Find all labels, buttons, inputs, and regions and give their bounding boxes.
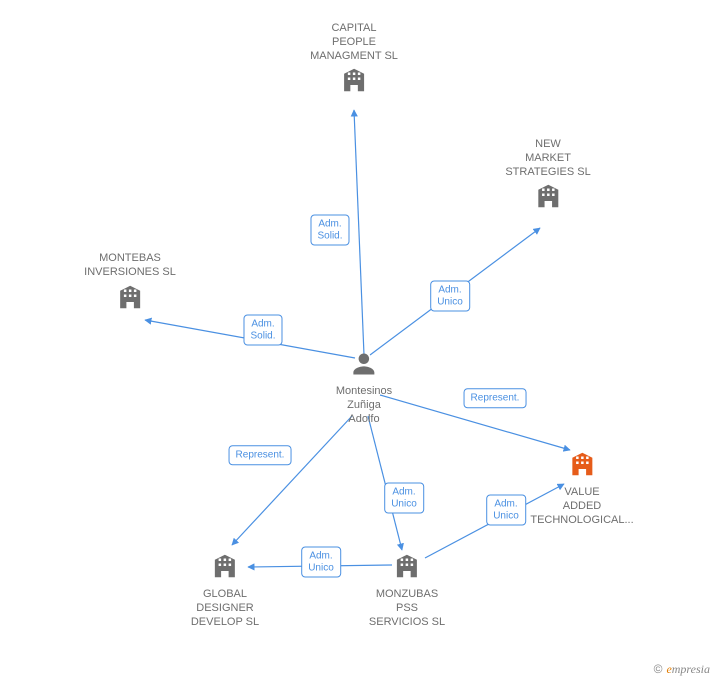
edges-layer bbox=[0, 0, 728, 685]
edge-label-center-newmarket: Adm. Unico bbox=[430, 281, 470, 312]
company-label: MONTEBAS INVERSIONES SL bbox=[84, 252, 176, 280]
company-node-value[interactable]: VALUE ADDED TECHNOLOGICAL... bbox=[530, 447, 633, 527]
building-icon bbox=[392, 551, 422, 586]
diagram-canvas: Montesinos Zuñiga Adolfo CAPITAL PEOPLE … bbox=[0, 0, 728, 685]
edge-center-capital bbox=[354, 110, 364, 355]
company-node-monzubas[interactable]: MONZUBAS PSS SERVICIOS SL bbox=[369, 549, 445, 629]
building-icon bbox=[115, 282, 145, 317]
brand-rest: mpresia bbox=[672, 662, 710, 676]
person-label: Montesinos Zuñiga Adolfo bbox=[336, 385, 392, 426]
building-icon bbox=[567, 449, 597, 484]
building-icon bbox=[210, 551, 240, 586]
company-label: MONZUBAS PSS SERVICIOS SL bbox=[369, 588, 445, 629]
building-icon bbox=[339, 65, 369, 100]
person-node-center[interactable]: Montesinos Zuñiga Adolfo bbox=[336, 348, 392, 426]
edge-label-center-montebas: Adm. Solid. bbox=[243, 315, 282, 346]
edge-label-center-global: Represent. bbox=[229, 445, 292, 465]
company-label: NEW MARKET STRATEGIES SL bbox=[505, 138, 590, 179]
edge-label-monzubas-global: Adm. Unico bbox=[301, 547, 341, 578]
company-node-newmarket[interactable]: NEW MARKET STRATEGIES SL bbox=[505, 138, 590, 218]
company-label: CAPITAL PEOPLE MANAGMENT SL bbox=[310, 22, 398, 63]
person-icon bbox=[350, 350, 378, 383]
edge-label-center-capital: Adm. Solid. bbox=[310, 215, 349, 246]
copyright: ©empresia bbox=[654, 662, 710, 677]
edge-label-monzubas-value: Adm. Unico bbox=[486, 495, 526, 526]
company-node-global[interactable]: GLOBAL DESIGNER DEVELOP SL bbox=[191, 549, 259, 629]
edge-center-global bbox=[232, 416, 352, 545]
edge-label-center-monzubas: Adm. Unico bbox=[384, 483, 424, 514]
building-icon bbox=[533, 181, 563, 216]
edge-label-center-value: Represent. bbox=[464, 388, 527, 408]
company-node-capital[interactable]: CAPITAL PEOPLE MANAGMENT SL bbox=[310, 22, 398, 102]
copyright-symbol: © bbox=[654, 662, 663, 676]
company-label: GLOBAL DESIGNER DEVELOP SL bbox=[191, 588, 259, 629]
company-label: VALUE ADDED TECHNOLOGICAL... bbox=[530, 486, 633, 527]
company-node-montebas[interactable]: MONTEBAS INVERSIONES SL bbox=[84, 252, 176, 319]
